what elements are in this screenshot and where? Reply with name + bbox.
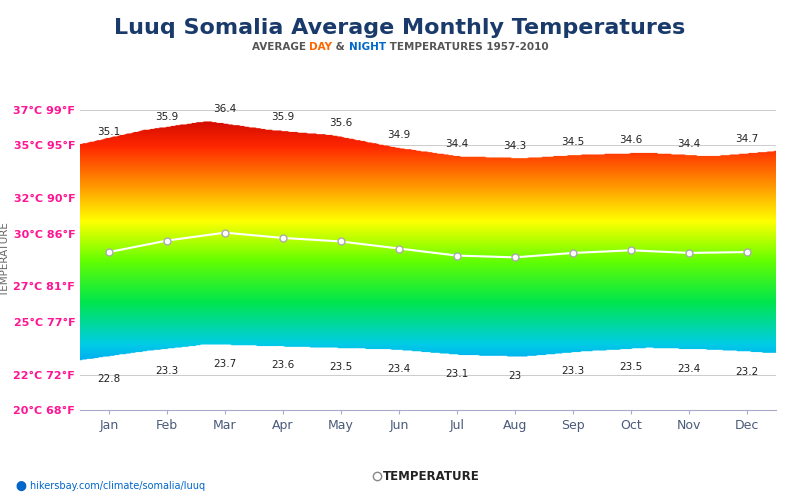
Text: 23.1: 23.1	[446, 369, 469, 379]
Text: 35.1: 35.1	[98, 126, 121, 136]
Text: TEMPERATURES 1957-2010: TEMPERATURES 1957-2010	[386, 42, 548, 52]
Text: AVERAGE: AVERAGE	[252, 42, 310, 52]
Text: 23.7: 23.7	[214, 358, 237, 368]
Text: 34.4: 34.4	[446, 139, 469, 149]
Text: 22.8: 22.8	[98, 374, 121, 384]
Text: 34.9: 34.9	[387, 130, 410, 140]
Text: 23.5: 23.5	[619, 362, 642, 372]
Text: 23.4: 23.4	[387, 364, 410, 374]
Text: 23: 23	[508, 371, 522, 381]
Y-axis label: TEMPERATURE: TEMPERATURE	[1, 222, 10, 298]
Text: &: &	[332, 42, 349, 52]
Text: DAY: DAY	[310, 42, 332, 52]
Text: 36.4: 36.4	[214, 104, 237, 114]
Text: 35.9: 35.9	[155, 112, 178, 122]
Text: 34.6: 34.6	[619, 136, 642, 145]
Legend: TEMPERATURE: TEMPERATURE	[372, 466, 484, 488]
Text: 35.6: 35.6	[330, 118, 353, 128]
Text: Luuq Somalia Average Monthly Temperatures: Luuq Somalia Average Monthly Temperature…	[114, 18, 686, 38]
Text: 23.3: 23.3	[155, 366, 178, 376]
Text: 34.4: 34.4	[678, 139, 701, 149]
Text: 35.9: 35.9	[271, 112, 294, 122]
Text: 34.3: 34.3	[503, 140, 526, 150]
Text: 23.3: 23.3	[562, 366, 585, 376]
Text: 23.2: 23.2	[735, 368, 758, 378]
Text: NIGHT: NIGHT	[349, 42, 386, 52]
Text: 23.5: 23.5	[330, 362, 353, 372]
Text: 23.6: 23.6	[271, 360, 294, 370]
Text: ⬤ hikersbay.com/climate/somalia/luuq: ⬤ hikersbay.com/climate/somalia/luuq	[16, 481, 205, 491]
Text: 34.5: 34.5	[562, 137, 585, 147]
Text: 34.7: 34.7	[735, 134, 758, 143]
Text: 23.4: 23.4	[678, 364, 701, 374]
